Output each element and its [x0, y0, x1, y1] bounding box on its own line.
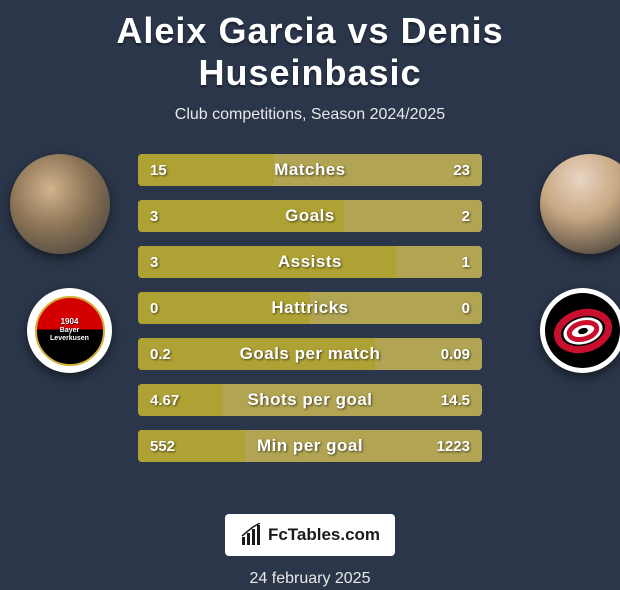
stat-row: Matches15 23: [138, 154, 482, 186]
player-left-club-logo: 1904 Bayer Leverkusen: [27, 288, 112, 373]
comparison-title: Aleix Garcia vs Denis Huseinbasic: [0, 10, 620, 94]
stat-value-left: 15: [150, 154, 167, 186]
stat-label: Assists: [138, 246, 482, 278]
stat-value-left: 3: [150, 200, 158, 232]
stat-label: Min per goal: [138, 430, 482, 462]
stat-value-left: 4.67: [150, 384, 179, 416]
stat-row: Assists3 1: [138, 246, 482, 278]
stat-label: Goals: [138, 200, 482, 232]
player-right-club-logo: [540, 288, 620, 373]
stat-value-left: 552: [150, 430, 175, 462]
stat-bars: Matches1523Goals32Assists31Hattricks00Go…: [138, 154, 482, 476]
stat-label: Goals per match: [138, 338, 482, 370]
fctables-logo-text: FcTables.com: [268, 525, 380, 545]
fctables-chart-icon: [240, 523, 264, 547]
stat-value-right: 1223: [437, 430, 470, 462]
stat-value-left: 3: [150, 246, 158, 278]
stat-row: Goals3 2: [138, 200, 482, 232]
player-left-avatar: [10, 154, 110, 254]
stat-value-right: 0: [462, 292, 470, 324]
player-right-avatar: [540, 154, 620, 254]
stat-label: Hattricks: [138, 292, 482, 324]
stat-value-right: 2: [462, 200, 470, 232]
stat-label: Shots per goal: [138, 384, 482, 416]
stat-row: Shots per goal4.67 14.5: [138, 384, 482, 416]
stat-row: Min per goal552 1223: [138, 430, 482, 462]
club-left-year: 1904: [61, 318, 79, 327]
fctables-logo: FcTables.com: [225, 514, 395, 556]
stat-value-right: 14.5: [441, 384, 470, 416]
stat-value-left: 0.2: [150, 338, 171, 370]
stat-value-right: 23: [453, 154, 470, 186]
stat-row: Goals per match0.2 0.09: [138, 338, 482, 370]
comparison-subtitle: Club competitions, Season 2024/2025: [0, 106, 620, 124]
stat-label: Matches: [138, 154, 482, 186]
stat-row: Hattricks0 0: [138, 292, 482, 324]
stat-value-left: 0: [150, 292, 158, 324]
comparison-content: 1904 Bayer Leverkusen Matches1523Goals32…: [0, 154, 620, 494]
stat-value-right: 0.09: [441, 338, 470, 370]
stat-value-right: 1: [462, 246, 470, 278]
hurricane-icon: [553, 301, 613, 361]
comparison-date: 24 february 2025: [0, 570, 620, 588]
